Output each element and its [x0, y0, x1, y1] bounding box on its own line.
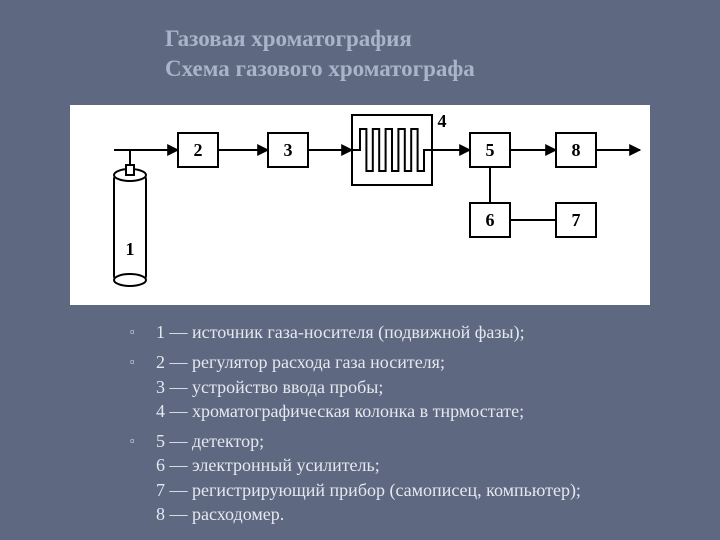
- block-label-5: 5: [486, 140, 495, 160]
- legend-line: 7 — регистрирующий прибор (самописец, ко…: [156, 478, 670, 502]
- legend-group: 5 — детектор;6 — электронный усилитель;7…: [130, 429, 670, 526]
- block-label-3: 3: [284, 140, 293, 160]
- legend-line: 1 — источник газа-носителя (подвижной фа…: [156, 320, 670, 344]
- slide-title: Газовая хроматография Схема газового хро…: [165, 24, 475, 84]
- legend-group: 1 — источник газа-носителя (подвижной фа…: [130, 320, 670, 344]
- block-label-8: 8: [572, 140, 581, 160]
- legend-line: 8 — расходомер.: [156, 502, 670, 526]
- gas-cylinder: [114, 175, 146, 280]
- legend: 1 — источник газа-носителя (подвижной фа…: [130, 320, 670, 532]
- cylinder-label: 1: [126, 239, 135, 259]
- gc-diagram-svg: 2 3 5 8 6 7 4 1: [70, 105, 650, 305]
- block-label-7: 7: [572, 210, 581, 230]
- title-line-2: Схема газового хроматографа: [165, 54, 475, 84]
- block-label-6: 6: [486, 210, 495, 230]
- legend-line: 6 — электронный усилитель;: [156, 453, 670, 477]
- gc-diagram: 2 3 5 8 6 7 4 1: [70, 105, 650, 305]
- legend-line: 5 — детектор;: [156, 429, 670, 453]
- column-label: 4: [438, 111, 447, 131]
- legend-line: 4 — хроматографическая колонка в тнрмост…: [156, 399, 670, 423]
- block-label-2: 2: [194, 140, 203, 160]
- legend-line: 3 — устройство ввода пробы;: [156, 375, 670, 399]
- title-line-1: Газовая хроматография: [165, 24, 475, 54]
- legend-group: 2 — регулятор расхода газа носителя;3 — …: [130, 350, 670, 423]
- slide: Газовая хроматография Схема газового хро…: [0, 0, 720, 540]
- legend-line: 2 — регулятор расхода газа носителя;: [156, 350, 670, 374]
